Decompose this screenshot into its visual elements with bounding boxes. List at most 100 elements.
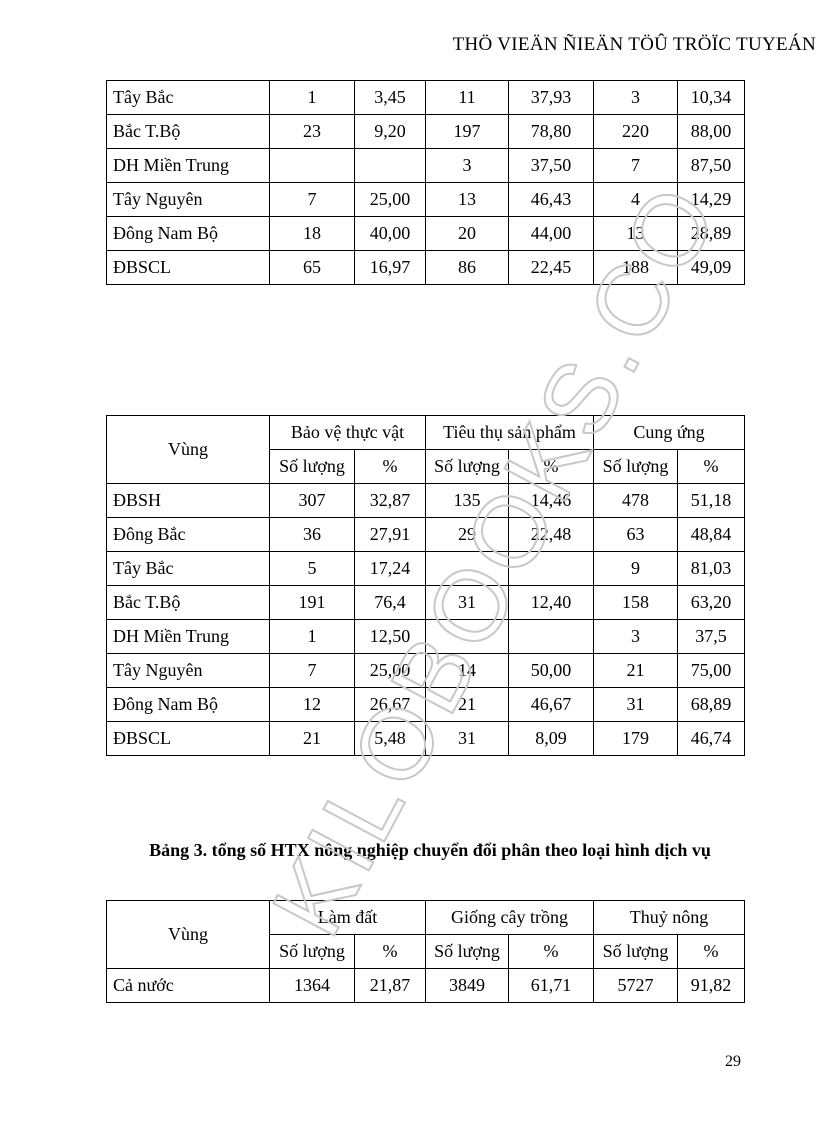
value-cell: 32,87 (354, 483, 426, 518)
region-cell: DH Miền Trung (106, 619, 270, 654)
value-cell: 14 (425, 653, 509, 688)
value-cell: 7 (269, 182, 355, 217)
table-continued: Tây Bắc 1 3,45 11 37,93 3 10,34 Bắc T.Bộ 23 9,20 1… (106, 80, 745, 285)
value-cell: 1364 (269, 968, 355, 1003)
value-cell: 61,71 (508, 968, 594, 1003)
sub-header: % (354, 934, 426, 969)
value-cell: 28,89 (677, 216, 745, 251)
table-row: Đông Nam Bộ 18 40,00 20 44,00 13 28,89 (106, 216, 745, 251)
value-cell (508, 619, 594, 654)
region-header: Vùng (106, 415, 270, 484)
value-cell: 21,87 (354, 968, 426, 1003)
value-cell: 65 (269, 250, 355, 285)
group-header: Cung ứng (593, 415, 745, 450)
value-cell: 14,46 (508, 483, 594, 518)
page-number: 29 (725, 1053, 741, 1070)
value-cell: 5727 (593, 968, 678, 1003)
table-caption: Bảng 3. tổng số HTX nông nghiệp chuyển đ… (149, 840, 711, 860)
value-cell: 12 (269, 687, 355, 722)
region-cell: Đông Nam Bộ (106, 687, 270, 722)
sub-header: % (354, 449, 426, 484)
value-cell: 81,03 (677, 551, 745, 586)
region-cell: Bắc T.Bộ (106, 585, 270, 620)
table-row: Tây Bắc 5 17,24 9 81,03 (106, 551, 745, 586)
value-cell: 76,4 (354, 585, 426, 620)
value-cell: 5,48 (354, 721, 426, 756)
value-cell: 13 (593, 216, 678, 251)
value-cell: 31 (425, 585, 509, 620)
region-cell: Cả nước (106, 968, 270, 1003)
value-cell: 3 (593, 80, 678, 115)
value-cell: 63,20 (677, 585, 745, 620)
table-row: Tây Nguyên 7 25,00 13 46,43 4 14,29 (106, 182, 745, 217)
value-cell (354, 148, 426, 183)
value-cell: 22,45 (508, 250, 594, 285)
value-cell (508, 551, 594, 586)
region-cell: Đông Nam Bộ (106, 216, 270, 251)
value-cell: 27,91 (354, 517, 426, 552)
table-row: Tây Bắc 1 3,45 11 37,93 3 10,34 (106, 80, 745, 115)
value-cell: 17,24 (354, 551, 426, 586)
value-cell: 75,00 (677, 653, 745, 688)
value-cell: 11 (425, 80, 509, 115)
value-cell: 7 (593, 148, 678, 183)
value-cell: 8,09 (508, 721, 594, 756)
value-cell: 63 (593, 517, 678, 552)
value-cell: 78,80 (508, 114, 594, 149)
table-row: ĐBSCL 21 5,48 31 8,09 179 46,74 (106, 721, 745, 756)
value-cell: 51,18 (677, 483, 745, 518)
value-cell: 12,50 (354, 619, 426, 654)
region-cell: Tây Nguyên (106, 182, 270, 217)
value-cell: 86 (425, 250, 509, 285)
value-cell: 46,43 (508, 182, 594, 217)
value-cell: 46,74 (677, 721, 745, 756)
value-cell: 3 (593, 619, 678, 654)
value-cell: 50,00 (508, 653, 594, 688)
value-cell: 307 (269, 483, 355, 518)
group-header: Thuỷ nông (593, 900, 745, 935)
region-cell: DH Miền Trung (106, 148, 270, 183)
sub-header: Số lượng (425, 934, 509, 969)
value-cell: 179 (593, 721, 678, 756)
value-cell: 135 (425, 483, 509, 518)
value-cell (269, 148, 355, 183)
group-header: Làm đất (269, 900, 426, 935)
value-cell: 21 (425, 687, 509, 722)
table-row: Cả nước 1364 21,87 3849 61,71 5727 91,82 (106, 968, 745, 1003)
value-cell: 5 (269, 551, 355, 586)
table-row: Đông Nam Bộ 12 26,67 21 46,67 31 68,89 (106, 687, 745, 722)
value-cell: 158 (593, 585, 678, 620)
value-cell: 26,67 (354, 687, 426, 722)
table-row: Bắc T.Bộ 191 76,4 31 12,40 158 63,20 (106, 585, 745, 620)
value-cell: 220 (593, 114, 678, 149)
value-cell: 40,00 (354, 216, 426, 251)
value-cell: 13 (425, 182, 509, 217)
table-services: Vùng Bảo vệ thực vật Tiêu thụ sản phẩm C… (106, 415, 745, 756)
value-cell: 18 (269, 216, 355, 251)
table-row: Bắc T.Bộ 23 9,20 197 78,80 220 88,00 (106, 114, 745, 149)
value-cell: 31 (425, 721, 509, 756)
value-cell: 3849 (425, 968, 509, 1003)
sub-header: Số lượng (269, 934, 355, 969)
value-cell: 188 (593, 250, 678, 285)
sub-header: % (508, 934, 594, 969)
table-row: Tây Nguyên 7 25,00 14 50,00 21 75,00 (106, 653, 745, 688)
value-cell: 37,50 (508, 148, 594, 183)
region-header: Vùng (106, 900, 270, 969)
region-cell: Tây Nguyên (106, 653, 270, 688)
value-cell: 1 (269, 80, 355, 115)
region-cell: ĐBSCL (106, 721, 270, 756)
value-cell: 44,00 (508, 216, 594, 251)
sub-header: % (508, 449, 594, 484)
table-row: DH Miền Trung 1 12,50 3 37,5 (106, 619, 745, 654)
region-cell: ĐBSH (106, 483, 270, 518)
sub-header: Số lượng (593, 934, 678, 969)
table-row: ĐBSCL 65 16,97 86 22,45 188 49,09 (106, 250, 745, 285)
value-cell: 68,89 (677, 687, 745, 722)
value-cell: 3 (425, 148, 509, 183)
value-cell: 25,00 (354, 653, 426, 688)
region-cell: Tây Bắc (106, 80, 270, 115)
value-cell: 23 (269, 114, 355, 149)
value-cell: 12,40 (508, 585, 594, 620)
value-cell: 91,82 (677, 968, 745, 1003)
